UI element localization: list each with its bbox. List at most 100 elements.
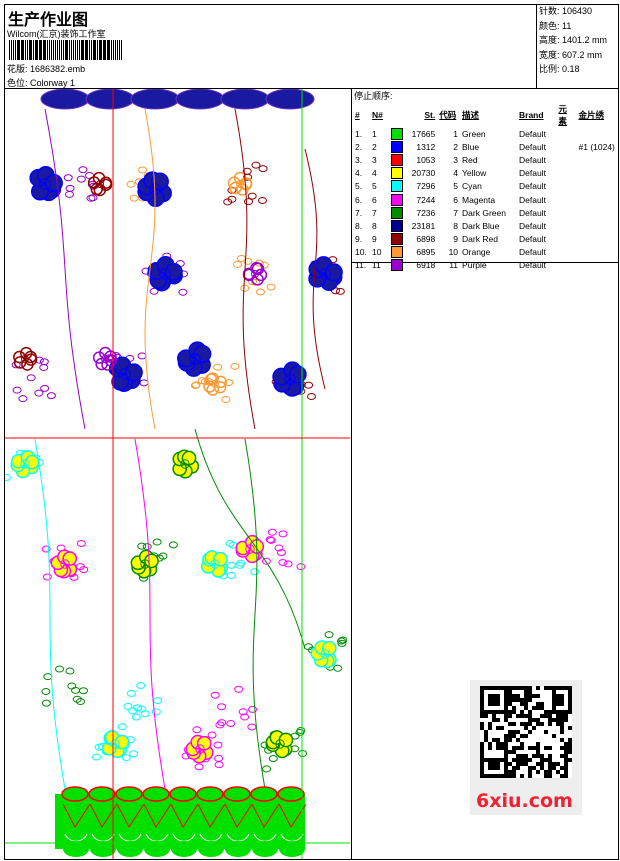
leaf-outline [178, 288, 188, 296]
zigzag [224, 803, 253, 828]
divider [351, 88, 352, 860]
leaf-outline [40, 384, 50, 392]
color-code: 2 [453, 141, 459, 152]
column-header: # [355, 110, 360, 120]
flower-center [189, 353, 201, 365]
zigzag [143, 803, 172, 828]
needle-number: 5 [372, 181, 377, 192]
stitch-count: 7244 [416, 194, 436, 205]
leaf-outline [296, 563, 306, 571]
barcode-bar [21, 40, 24, 60]
element [556, 206, 576, 219]
top-scallop [265, 89, 315, 110]
leaf-outline [223, 198, 233, 206]
row-index: 3. [355, 154, 363, 165]
qr-code [480, 686, 572, 778]
leaf-outline [257, 196, 267, 204]
barcode-bar [69, 40, 70, 60]
leaf-outline [256, 288, 266, 296]
leaf-outline [243, 173, 253, 181]
sequin [577, 167, 620, 180]
sequin [577, 193, 620, 206]
color-code: 5 [453, 181, 459, 192]
color-description: Cyan [462, 181, 482, 192]
leaf-outline [221, 395, 231, 403]
vine [44, 108, 86, 430]
leaf-outline [151, 708, 161, 716]
leaf-outline [306, 393, 316, 401]
leaf-outline [126, 180, 136, 188]
color-description: Magenta [462, 194, 496, 205]
leaf-outline [338, 636, 348, 644]
color-swatch [389, 246, 406, 259]
barcode-bar [55, 40, 56, 60]
stitch-count: 6918 [416, 260, 436, 271]
row-index: 6. [355, 194, 363, 205]
leaf-outline [226, 719, 236, 727]
color-swatch [389, 140, 406, 153]
flower-center [236, 180, 244, 188]
element [556, 219, 576, 232]
table-row: 10. 10 6895 10 Orange Default [353, 246, 619, 259]
leaf-outline [225, 539, 235, 547]
leaf-outline [192, 726, 202, 734]
color-swatch [389, 206, 406, 219]
leaf-outline [149, 287, 159, 295]
leaf-outline [324, 631, 334, 639]
stitch-count: 7236 [416, 207, 436, 218]
color-description: Yellow [462, 168, 487, 179]
row-index: 11. [355, 260, 367, 271]
leaf-outline [76, 175, 86, 183]
brand: Default [519, 128, 546, 139]
table-row: 6. 6 7244 6 Magenta Default [353, 193, 619, 206]
needle-number: 6 [372, 194, 377, 205]
color-description: Blue [462, 141, 480, 152]
vine [134, 438, 166, 790]
scallop [142, 786, 170, 802]
vine [144, 108, 156, 430]
barcode-bar [9, 40, 10, 60]
barcode-bar [79, 40, 80, 60]
zigzag [278, 803, 307, 828]
brand: Default [519, 260, 546, 271]
flower-center [211, 380, 219, 388]
color-swatch [389, 233, 406, 246]
stitch-count: 6898 [416, 234, 436, 245]
leaf-outline [251, 161, 261, 169]
top-scallop [40, 89, 90, 110]
leaf-outline [333, 664, 343, 672]
yellow-flower [144, 553, 159, 569]
bottom-scallop [171, 841, 197, 857]
leaf-outline [41, 545, 51, 553]
sequin [577, 219, 620, 232]
barcode-bar [49, 40, 50, 60]
element [556, 246, 576, 259]
divider [4, 88, 619, 89]
yellow-flower-center [110, 739, 120, 749]
table-row: 1. 1 17665 1 Green Default [353, 127, 619, 140]
watermark-text: 6xiu.com [476, 790, 573, 812]
table-row: 3. 3 1053 3 Red Default [353, 153, 619, 166]
stitch-count: 20730 [411, 168, 436, 179]
leaf-outline [274, 544, 284, 552]
scallop [88, 786, 116, 802]
yellow-flower-center [245, 544, 255, 554]
stitch-count: 6895 [416, 247, 436, 258]
brand: Default [519, 154, 546, 165]
brand: Default [519, 234, 546, 245]
leaf-outline [78, 687, 88, 695]
needle-number: 9 [372, 234, 377, 245]
barcode-bar [47, 40, 48, 60]
scallop [61, 786, 89, 802]
brand: Default [519, 207, 546, 218]
design-info: 针数: 106430 颜色: 11 高度: 1401.2 mm 宽度: 607.… [536, 4, 619, 89]
leaf-outline [92, 753, 102, 761]
flower [99, 176, 113, 189]
color-swatch [389, 193, 406, 206]
leaf-outline [214, 754, 224, 762]
leaf-outline [268, 755, 278, 763]
element [556, 127, 576, 140]
sequin [577, 127, 620, 140]
color-swatch [389, 127, 406, 140]
